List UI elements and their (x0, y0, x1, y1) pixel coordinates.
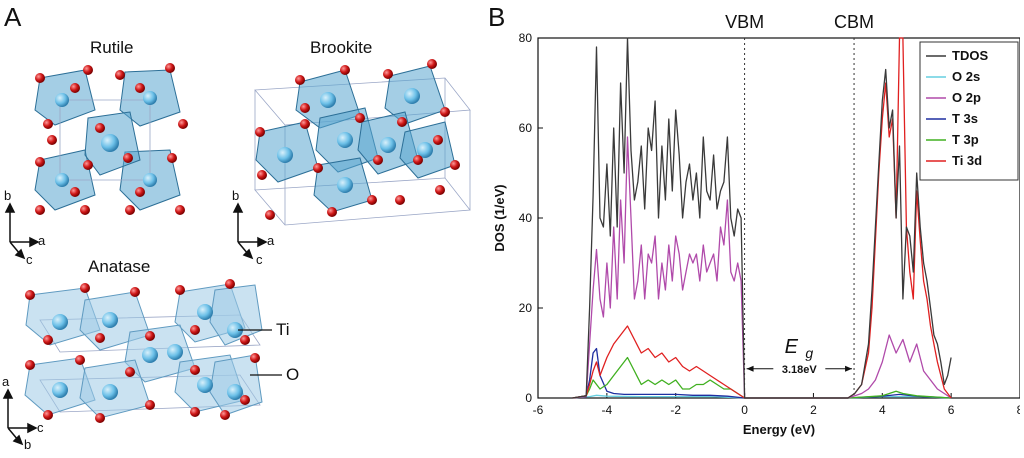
gap-arrow-left (746, 365, 754, 372)
anatase-axis-c: c (37, 420, 44, 435)
legend-entry-t-3p: T 3p (952, 132, 979, 147)
x-tick-label: 0 (741, 403, 748, 417)
brookite-structure (254, 59, 471, 226)
panel-b-label: B (488, 2, 506, 32)
vbm-label: VBM (725, 12, 764, 32)
rutile-axis-c: c (26, 252, 33, 267)
series-line-o-2s (572, 394, 952, 399)
gap-value-bg (773, 360, 826, 376)
crystal-structures (2, 59, 471, 446)
rutile-axis-a: a (38, 233, 46, 248)
gap-value-label: 3.18eV (782, 364, 818, 376)
x-tick-label: -6 (533, 403, 544, 417)
cbm-label: CBM (834, 12, 874, 32)
dos-chart: -6-4-202468020406080Energy (eV)DOS (1/eV… (492, 12, 1020, 437)
x-tick-label: 6 (948, 403, 955, 417)
legend-entry-o-2s: O 2s (952, 69, 980, 84)
legend-entry-t-3s: T 3s (952, 111, 978, 126)
gap-symbol: E (785, 336, 799, 358)
gap-symbol-subscript: g (805, 345, 813, 361)
legend-box (919, 41, 1019, 181)
y-tick-label: 60 (519, 121, 533, 135)
brookite-title: Brookite (310, 38, 373, 57)
x-tick-label: 2 (810, 403, 817, 417)
legend-entry-tdos: TDOS (952, 48, 988, 63)
y-tick-label: 0 (525, 391, 532, 405)
legend-entry-o-2p: O 2p (952, 90, 981, 105)
brookite-axis-c: c (256, 252, 263, 267)
anatase-axis-a: a (2, 374, 10, 389)
x-axis-label: Energy (eV) (743, 422, 815, 437)
series-line-t-3p (572, 356, 952, 399)
anatase-title: Anatase (88, 257, 151, 276)
series-line-t-3s (572, 347, 952, 399)
gap-arrow-right (845, 365, 853, 372)
brookite-axis-b: b (232, 188, 240, 203)
x-tick-label: -4 (602, 403, 613, 417)
ti-atom-label: Ti (276, 320, 290, 339)
anatase-axes (2, 388, 38, 446)
anatase-axis-b: b (24, 437, 32, 452)
x-tick-label: 8 (1017, 403, 1020, 417)
y-axis-label: DOS (1/eV) (492, 184, 507, 251)
rutile-structure (34, 63, 188, 215)
y-tick-label: 40 (519, 211, 533, 225)
rutile-axes (4, 202, 40, 260)
x-tick-label: 4 (879, 403, 886, 417)
panel-a-label: A (4, 2, 22, 32)
anatase-structure (24, 279, 282, 423)
rutile-title: Rutile (90, 38, 134, 57)
brookite-axes (232, 202, 268, 260)
y-tick-label: 20 (519, 301, 533, 315)
brookite-axis-a: a (267, 233, 275, 248)
o-atom-label: O (286, 365, 300, 384)
rutile-axis-b: b (4, 188, 12, 203)
legend-entry-ti-3d: Ti 3d (952, 153, 982, 168)
y-tick-label: 80 (519, 31, 533, 45)
x-tick-label: -2 (670, 403, 681, 417)
series-line-tdos (572, 37, 952, 399)
series-line-o-2p (572, 136, 952, 399)
